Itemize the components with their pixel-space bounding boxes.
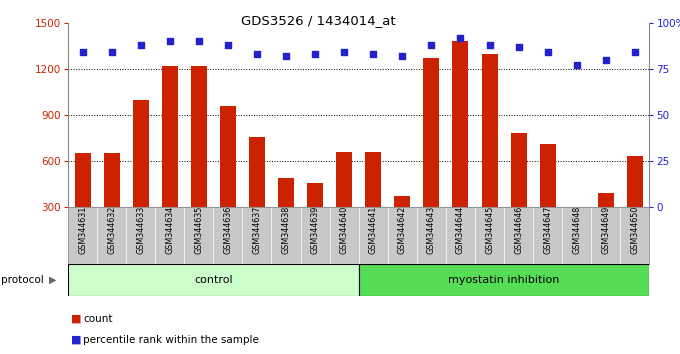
Text: control: control	[194, 275, 233, 285]
Bar	[307, 183, 323, 253]
Bar	[278, 178, 294, 253]
Bar	[394, 196, 410, 253]
Text: percentile rank within the sample: percentile rank within the sample	[83, 335, 259, 345]
Point	[339, 50, 350, 55]
Point	[222, 42, 233, 48]
Bar	[336, 152, 352, 253]
Point	[309, 51, 320, 57]
Point	[252, 51, 262, 57]
Point	[397, 53, 408, 59]
Text: count: count	[83, 314, 112, 324]
Text: myostatin inhibition: myostatin inhibition	[448, 275, 560, 285]
Bar	[249, 137, 265, 253]
Point	[542, 50, 553, 55]
Bar	[359, 264, 649, 296]
Text: ▶: ▶	[49, 275, 56, 285]
Text: protocol: protocol	[1, 275, 44, 285]
Point	[106, 50, 117, 55]
Point	[165, 39, 175, 44]
Point	[77, 50, 88, 55]
Bar	[627, 156, 643, 253]
Point	[281, 53, 292, 59]
Bar	[220, 106, 236, 253]
Bar	[540, 144, 556, 253]
Point	[455, 35, 466, 41]
Bar	[162, 66, 177, 253]
Point	[600, 57, 611, 63]
Bar	[481, 54, 498, 253]
Bar	[511, 133, 526, 253]
Bar	[568, 212, 585, 253]
Bar	[68, 264, 359, 296]
Point	[630, 50, 641, 55]
Text: GDS3526 / 1434014_at: GDS3526 / 1434014_at	[241, 14, 395, 27]
Point	[135, 42, 146, 48]
Text: ■: ■	[71, 314, 82, 324]
Point	[571, 63, 582, 68]
Point	[426, 42, 437, 48]
Point	[368, 51, 379, 57]
Bar	[424, 58, 439, 253]
Point	[193, 39, 204, 44]
Bar	[598, 193, 614, 253]
Bar	[133, 100, 149, 253]
Bar	[191, 66, 207, 253]
Point	[484, 42, 495, 48]
Point	[513, 44, 524, 50]
Bar	[365, 152, 381, 253]
Bar	[103, 153, 120, 253]
Text: ■: ■	[71, 335, 82, 345]
Bar	[452, 41, 469, 253]
Bar	[75, 153, 90, 253]
